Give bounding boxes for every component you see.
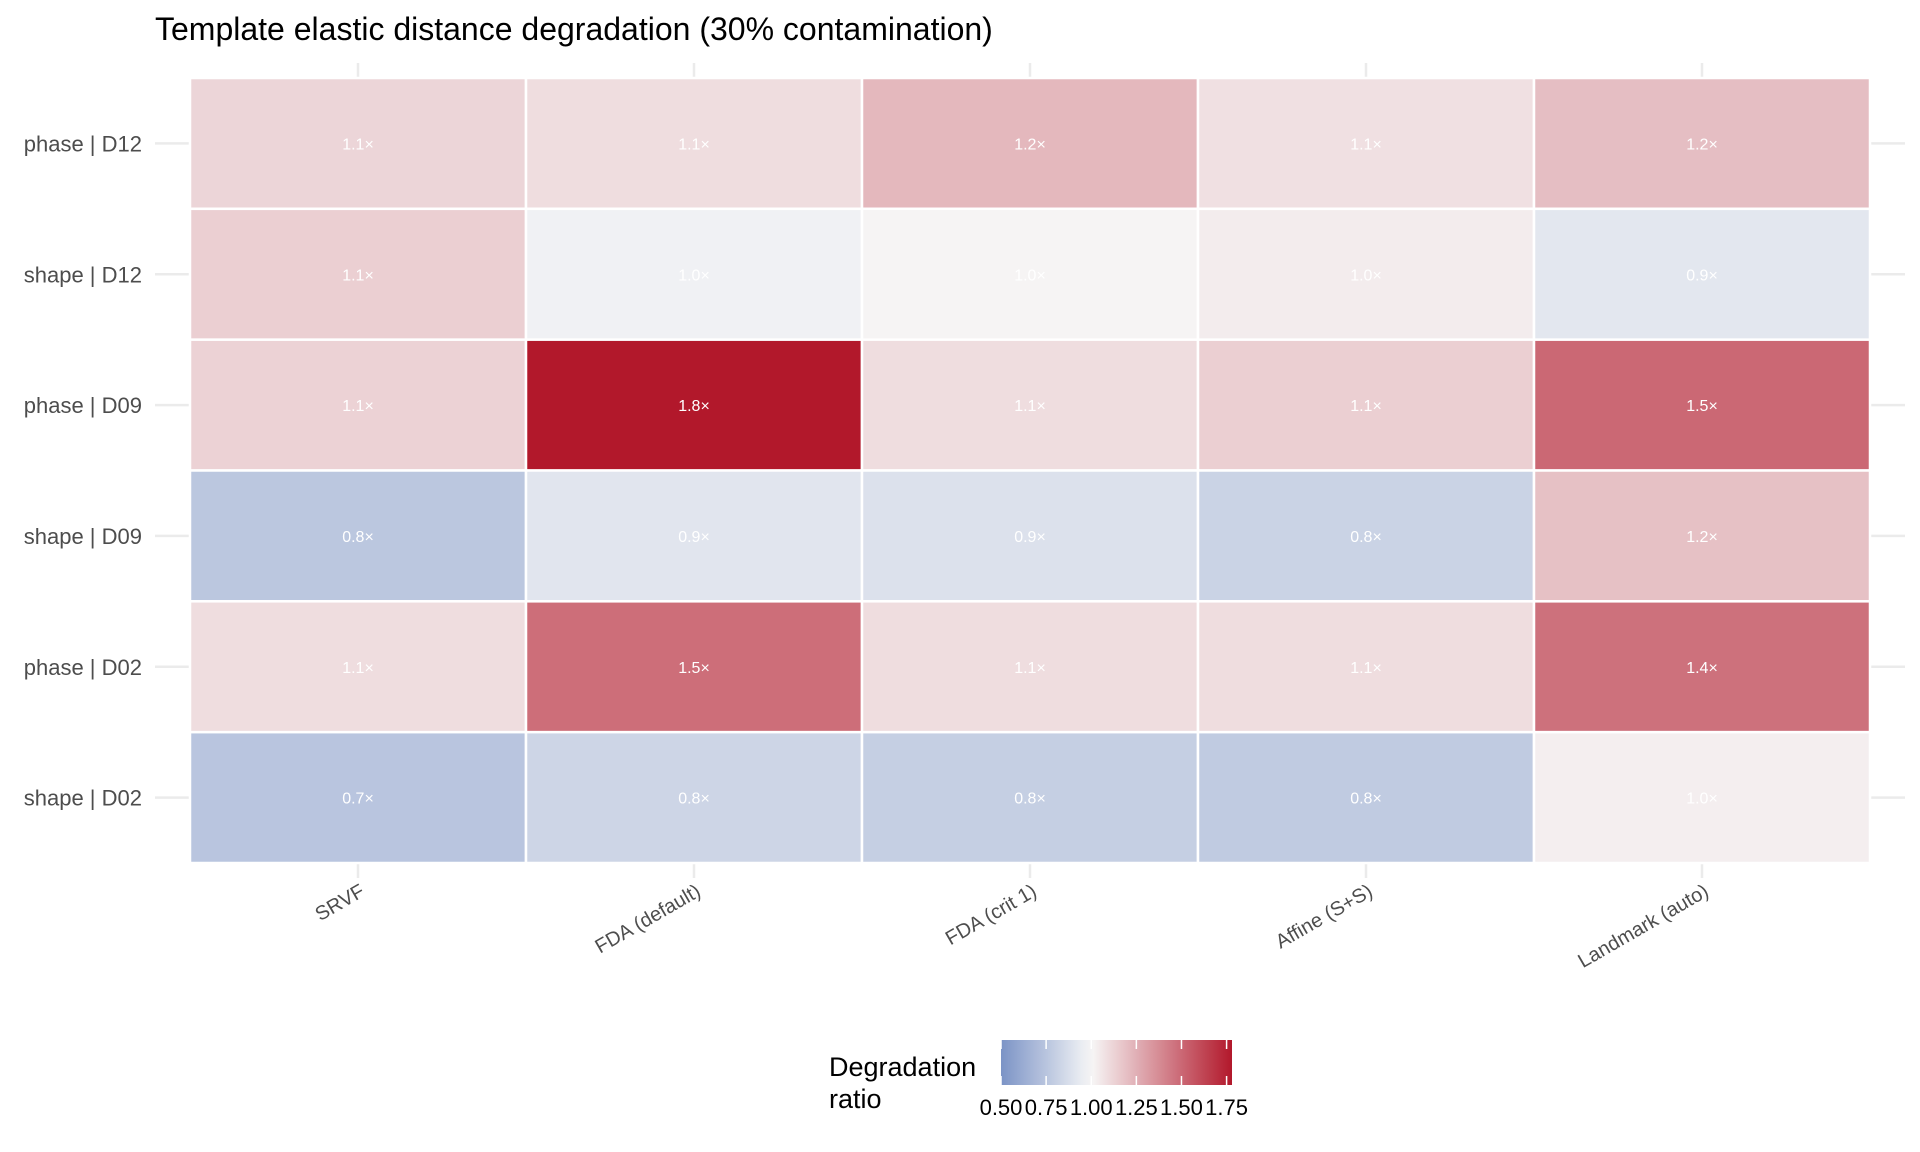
cell-value-label: 1.2× xyxy=(1014,136,1046,153)
legend-tick-label: 1.50 xyxy=(1160,1095,1203,1120)
heatmap-cell xyxy=(1532,730,1872,865)
heatmap-cell xyxy=(1196,338,1536,472)
cell-value-label: 0.8× xyxy=(1350,791,1382,808)
heatmap-cell xyxy=(1196,730,1536,865)
legend-tick-label: 1.00 xyxy=(1070,1095,1113,1120)
cell-value-label: 0.8× xyxy=(1014,791,1046,808)
y-axis-labels: phase | D12 shape | D12 phase | D09 shape |… xyxy=(24,131,142,810)
x-axis-label: FDA (crit 1) xyxy=(942,880,1041,950)
cell-value-label: 1.5× xyxy=(678,660,710,677)
cell-value-label: 1.0× xyxy=(1686,791,1718,808)
legend-tick-label: 0.75 xyxy=(1025,1095,1068,1120)
cell-value-label: 1.2× xyxy=(1686,529,1718,546)
heatmap-cell xyxy=(188,730,528,865)
cell-value-label: 1.1× xyxy=(342,398,374,415)
heatmap-cell xyxy=(860,600,1200,734)
heatmap-cell xyxy=(524,469,864,603)
y-axis-label: shape | D09 xyxy=(24,524,142,549)
y-axis-label: phase | D02 xyxy=(24,655,142,680)
x-axis-label: SRVF xyxy=(312,880,369,926)
cell-value-label: 1.1× xyxy=(1014,660,1046,677)
heatmap-cell xyxy=(524,207,864,341)
cell-value-label: 0.9× xyxy=(1014,529,1046,546)
heatmap-cell xyxy=(188,76,528,211)
heatmap-cell xyxy=(860,76,1200,211)
cell-value-label: 0.9× xyxy=(678,529,710,546)
cell-value-label: 0.8× xyxy=(342,529,374,546)
heatmap-cell xyxy=(1532,338,1872,472)
x-axis-labels: SRVF FDA (default) FDA (crit 1) Affine (S+S… xyxy=(312,880,1713,972)
legend-colorbar xyxy=(1001,1040,1232,1085)
chart-title: Template elastic distance degradation (3… xyxy=(155,11,993,47)
y-axis-label: phase | D09 xyxy=(24,393,142,418)
heatmap-cell xyxy=(188,207,528,341)
legend-ticks: 0.50 0.75 1.00 1.25 1.50 1.75 xyxy=(980,1040,1248,1120)
heatmap-cell xyxy=(524,600,864,734)
cell-value-label: 1.1× xyxy=(1350,398,1382,415)
heatmap-cell xyxy=(524,338,864,472)
heatmap-cell xyxy=(524,730,864,865)
cell-value-label: 1.1× xyxy=(342,267,374,284)
legend-title-line-2: ratio xyxy=(829,1084,882,1114)
y-axis-label: shape | D12 xyxy=(24,262,142,287)
heatmap-cell xyxy=(1532,207,1872,341)
legend-tick-label: 1.75 xyxy=(1205,1095,1248,1120)
y-axis-label: shape | D02 xyxy=(24,786,142,811)
cell-value-label: 1.8× xyxy=(678,398,710,415)
color-legend: Degradation ratio 0.50 0.75 1.00 1.25 1.50 1.… xyxy=(829,1040,1248,1120)
cell-value-label: 1.1× xyxy=(342,660,374,677)
legend-tick-label: 0.50 xyxy=(980,1095,1023,1120)
heatmap-cell xyxy=(860,338,1200,472)
cell-value-label: 0.9× xyxy=(1686,267,1718,284)
cell-value-label: 1.0× xyxy=(678,267,710,284)
cell-value-label: 1.0× xyxy=(1014,267,1046,284)
heatmap-cell xyxy=(524,76,864,211)
y-axis-label: phase | D12 xyxy=(24,131,142,156)
heatmap-cell xyxy=(860,469,1200,603)
heatmap-cell xyxy=(1196,469,1536,603)
heatmap-cell xyxy=(1196,207,1536,341)
cell-value-label: 1.2× xyxy=(1686,136,1718,153)
cell-value-label: 1.4× xyxy=(1686,660,1718,677)
heatmap-cell xyxy=(1196,600,1536,734)
x-axis-label: Affine (S+S) xyxy=(1272,880,1377,953)
cell-value-label: 0.7× xyxy=(342,791,374,808)
heatmap-cell xyxy=(1532,76,1872,211)
cell-value-label: 0.8× xyxy=(1350,529,1382,546)
legend-tick-label: 1.25 xyxy=(1115,1095,1158,1120)
heatmap-cell xyxy=(1196,76,1536,211)
heatmap-cells: 1.1× 1.1× 1.2× 1.1× 1.2× 1.1× 1.0× 1.0× 1.0× 0.9×… xyxy=(188,76,1872,865)
legend-title-line-1: Degradation xyxy=(829,1052,976,1082)
cell-value-label: 0.8× xyxy=(678,791,710,808)
cell-value-label: 1.5× xyxy=(1686,398,1718,415)
cell-value-label: 1.1× xyxy=(1350,660,1382,677)
cell-value-label: 1.1× xyxy=(1350,136,1382,153)
cell-value-label: 1.0× xyxy=(1350,267,1382,284)
x-axis-label: FDA (default) xyxy=(591,880,704,958)
heatmap-cell xyxy=(1532,469,1872,603)
cell-value-label: 1.1× xyxy=(678,136,710,153)
cell-value-label: 1.1× xyxy=(342,136,374,153)
heatmap-cell xyxy=(188,600,528,734)
heatmap-cell xyxy=(188,469,528,603)
cell-value-label: 1.1× xyxy=(1014,398,1046,415)
heatmap-cell xyxy=(188,338,528,472)
x-axis-label: Landmark (auto) xyxy=(1574,880,1712,972)
